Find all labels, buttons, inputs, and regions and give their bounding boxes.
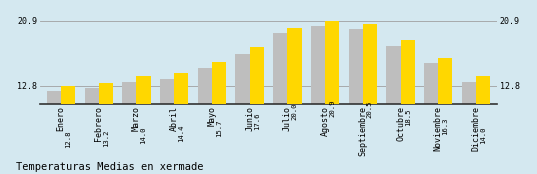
Bar (476, 76, 490, 174)
Bar (198, 68, 212, 174)
Bar (122, 82, 136, 174)
Bar (424, 63, 438, 174)
Text: 20.0: 20.0 (292, 103, 297, 120)
Text: 17.6: 17.6 (253, 112, 260, 130)
Text: 16.3: 16.3 (442, 117, 448, 135)
Bar (438, 58, 452, 174)
Bar (61, 86, 75, 174)
Text: 14.0: 14.0 (141, 126, 147, 144)
Bar (136, 76, 150, 174)
Bar (212, 62, 226, 174)
Bar (462, 82, 476, 174)
Bar (311, 26, 325, 174)
Text: 20.5: 20.5 (367, 101, 373, 118)
Bar (174, 73, 188, 174)
Text: 14.4: 14.4 (178, 125, 184, 142)
Text: 13.2: 13.2 (103, 129, 109, 147)
Bar (363, 24, 377, 174)
Bar (287, 28, 301, 174)
Text: 18.5: 18.5 (404, 109, 411, 126)
Bar (99, 83, 113, 174)
Bar (349, 29, 363, 174)
Text: Temperaturas Medias en xermade: Temperaturas Medias en xermade (16, 162, 204, 172)
Bar (250, 47, 264, 174)
Bar (160, 79, 174, 174)
Bar (325, 21, 339, 174)
Text: 14.0: 14.0 (480, 126, 486, 144)
Bar (273, 33, 287, 174)
Bar (387, 46, 401, 174)
Text: 12.8: 12.8 (65, 131, 71, 148)
Text: 15.7: 15.7 (216, 120, 222, 137)
Bar (401, 40, 415, 174)
Bar (47, 92, 61, 174)
Bar (85, 88, 99, 174)
Text: 20.9: 20.9 (329, 99, 335, 117)
Bar (236, 54, 250, 174)
